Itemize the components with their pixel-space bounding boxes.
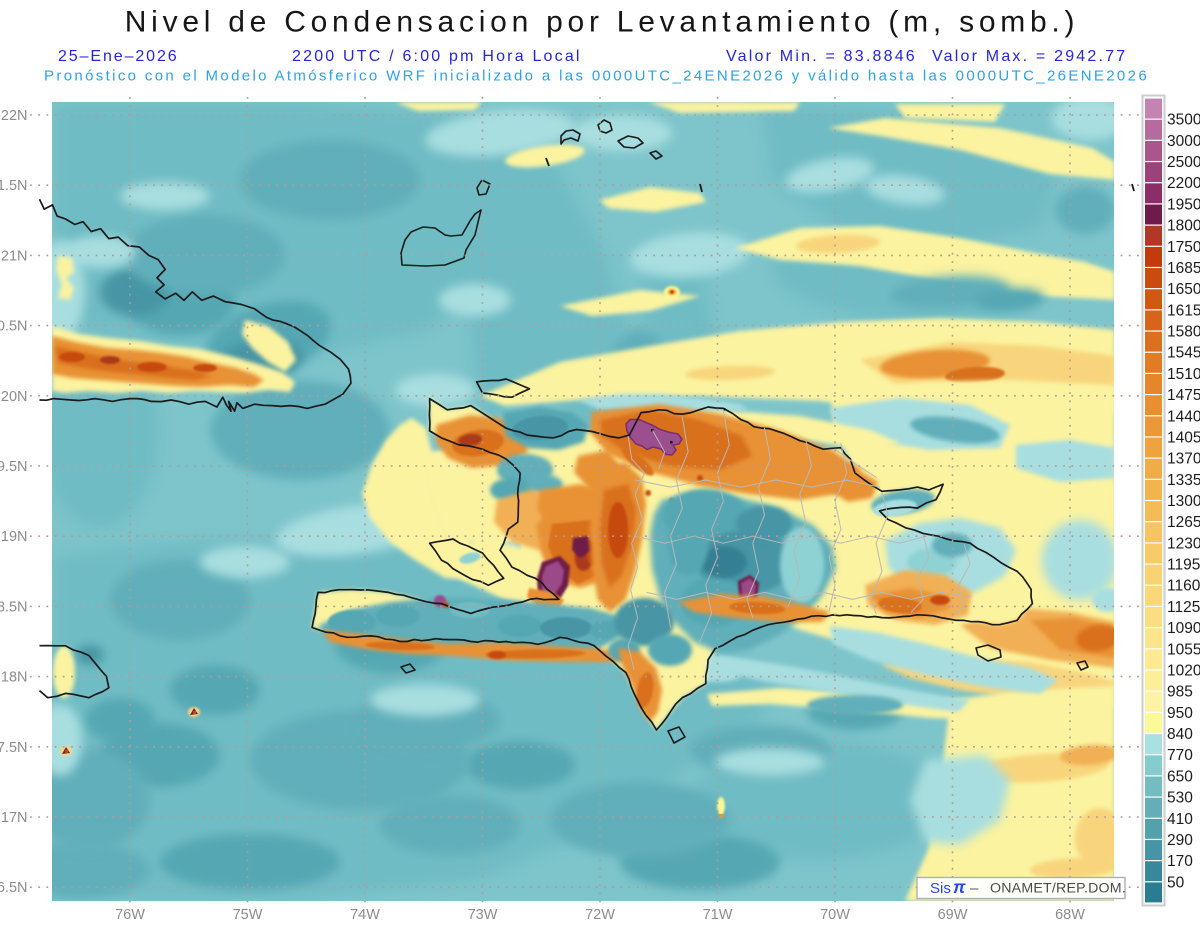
svg-text:2200: 2200 bbox=[1167, 175, 1200, 192]
svg-text:17N: 17N bbox=[1, 810, 28, 826]
svg-text:18.5N: 18.5N bbox=[0, 599, 28, 615]
svg-text:Pronóstico con el Modelo Atmós: Pronóstico con el Modelo Atmósferico WRF… bbox=[44, 68, 1149, 85]
svg-text:1685: 1685 bbox=[1167, 260, 1200, 277]
svg-text:985: 985 bbox=[1167, 684, 1193, 701]
svg-text:1020: 1020 bbox=[1167, 663, 1200, 680]
svg-text:Sis: Sis bbox=[930, 880, 951, 897]
svg-text:1230: 1230 bbox=[1167, 535, 1200, 552]
svg-text:20.5N: 20.5N bbox=[0, 319, 28, 335]
svg-text:1950: 1950 bbox=[1167, 196, 1200, 213]
svg-text:1195: 1195 bbox=[1167, 557, 1200, 574]
svg-text:1265: 1265 bbox=[1167, 514, 1200, 531]
svg-text:Valor Min. = 83.8846: Valor Min. = 83.8846 bbox=[726, 48, 917, 65]
svg-text:22N: 22N bbox=[1, 108, 28, 124]
svg-text:21N: 21N bbox=[1, 248, 28, 264]
svg-text:1405: 1405 bbox=[1167, 429, 1200, 446]
svg-text:840: 840 bbox=[1167, 726, 1193, 743]
svg-text:72W: 72W bbox=[585, 907, 615, 923]
svg-text:410: 410 bbox=[1167, 811, 1193, 828]
svg-text:Nivel de Condensacion por Leva: Nivel de Condensacion por Levantamiento … bbox=[125, 6, 1080, 39]
svg-text:1800: 1800 bbox=[1167, 218, 1200, 235]
svg-text:1580: 1580 bbox=[1167, 324, 1200, 341]
svg-text:3000: 3000 bbox=[1167, 133, 1200, 150]
svg-text:3500: 3500 bbox=[1167, 112, 1200, 129]
svg-text:25–Ene–2026: 25–Ene–2026 bbox=[58, 48, 179, 65]
svg-text:1090: 1090 bbox=[1167, 620, 1200, 637]
svg-text:1615: 1615 bbox=[1167, 302, 1200, 319]
svg-text:1440: 1440 bbox=[1167, 408, 1200, 425]
svg-text:21.5N: 21.5N bbox=[0, 178, 28, 194]
svg-text:1125: 1125 bbox=[1167, 599, 1200, 616]
svg-text:68W: 68W bbox=[1055, 907, 1085, 923]
svg-text:170: 170 bbox=[1167, 853, 1193, 870]
svg-text:2200 UTC / 6:00 pm Hora Local: 2200 UTC / 6:00 pm Hora Local bbox=[292, 48, 582, 65]
svg-text:1160: 1160 bbox=[1167, 578, 1200, 595]
svg-text:770: 770 bbox=[1167, 747, 1193, 764]
svg-text:19.5N: 19.5N bbox=[0, 459, 28, 475]
svg-text:1055: 1055 bbox=[1167, 641, 1200, 658]
svg-text:18N: 18N bbox=[1, 670, 28, 686]
svg-text:75W: 75W bbox=[233, 907, 263, 923]
svg-text:76W: 76W bbox=[115, 907, 145, 923]
svg-text:ONAMET/REP.DOM.: ONAMET/REP.DOM. bbox=[990, 881, 1126, 897]
svg-text:1650: 1650 bbox=[1167, 281, 1200, 298]
svg-text:650: 650 bbox=[1167, 768, 1193, 785]
svg-text:π: π bbox=[953, 877, 966, 897]
svg-text:19N: 19N bbox=[1, 529, 28, 545]
svg-text:–: – bbox=[970, 880, 979, 897]
svg-text:73W: 73W bbox=[468, 907, 498, 923]
svg-text:69W: 69W bbox=[938, 907, 968, 923]
svg-text:17.5N: 17.5N bbox=[0, 740, 28, 756]
svg-text:530: 530 bbox=[1167, 790, 1193, 807]
svg-text:16.5N: 16.5N bbox=[0, 880, 28, 896]
svg-text:1545: 1545 bbox=[1167, 345, 1200, 362]
svg-text:1510: 1510 bbox=[1167, 366, 1200, 383]
svg-text:Valor Max. = 2942.77: Valor Max. = 2942.77 bbox=[932, 48, 1127, 65]
svg-text:1475: 1475 bbox=[1167, 387, 1200, 404]
svg-text:71W: 71W bbox=[703, 907, 733, 923]
svg-text:74W: 74W bbox=[350, 907, 380, 923]
svg-text:1300: 1300 bbox=[1167, 493, 1200, 510]
svg-text:50: 50 bbox=[1167, 874, 1185, 891]
svg-text:950: 950 bbox=[1167, 705, 1193, 722]
svg-text:1335: 1335 bbox=[1167, 472, 1200, 489]
svg-text:290: 290 bbox=[1167, 832, 1193, 849]
svg-text:1750: 1750 bbox=[1167, 239, 1200, 256]
svg-text:2500: 2500 bbox=[1167, 154, 1200, 171]
svg-text:20N: 20N bbox=[1, 389, 28, 405]
svg-text:70W: 70W bbox=[820, 907, 850, 923]
svg-text:1370: 1370 bbox=[1167, 451, 1200, 468]
